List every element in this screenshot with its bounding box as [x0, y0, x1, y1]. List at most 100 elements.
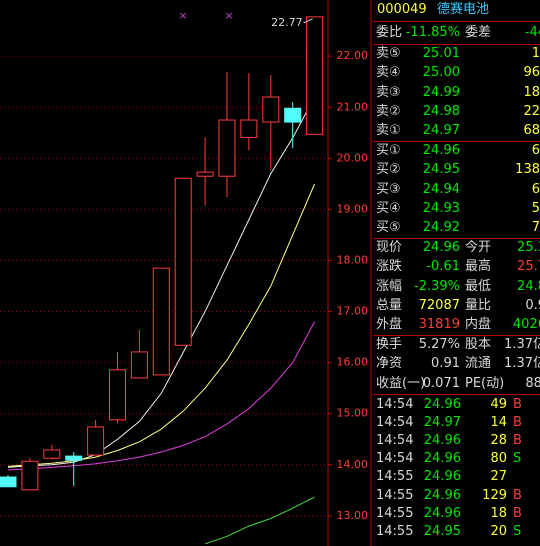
- quote-cell: 委比: [376, 25, 403, 40]
- annotation-pointer: [303, 18, 313, 24]
- quote-cell: 49: [490, 397, 507, 412]
- candle-body: [65, 455, 83, 461]
- quote-cell: 0.91: [431, 356, 460, 372]
- quote-cell: 24.97: [422, 123, 460, 139]
- quote-cell: 4026: [512, 317, 540, 333]
- quote-cell: -11.85%: [405, 25, 460, 40]
- quote-cell: 流通: [465, 356, 492, 372]
- quote-cell: 28: [490, 433, 507, 449]
- quote-cell: 卖⑤: [376, 46, 401, 61]
- quote-cell: -44: [524, 25, 540, 40]
- quote-cell: 内盘: [465, 317, 492, 333]
- quote-cell: 25.01: [422, 46, 460, 61]
- quote-cell: 买④: [376, 200, 401, 216]
- quote-cell: 18: [523, 84, 540, 100]
- ma-line: [204, 496, 315, 545]
- quote-cell: 委差: [465, 25, 492, 40]
- quote-cell: 24.96: [423, 487, 461, 503]
- quote-cell: 96: [523, 65, 540, 81]
- quote-cell: 24.99: [422, 84, 460, 100]
- quote-cell: 24.96: [423, 397, 461, 412]
- candle-body: [0, 476, 17, 488]
- quote-cell: B: [513, 487, 522, 503]
- candle-body: [152, 267, 170, 376]
- quote-cell: S: [513, 523, 522, 539]
- quote-cell: B: [513, 415, 522, 431]
- y-tick-label: 15.00: [337, 407, 369, 420]
- quote-cell: B: [513, 397, 522, 412]
- quote-cell: 14: [490, 415, 507, 431]
- quote-cell: 买③: [376, 181, 401, 197]
- quote-cell: 138: [515, 162, 540, 178]
- quote-cell: 1: [531, 46, 540, 61]
- separator: [373, 44, 540, 45]
- candle-body: [130, 351, 148, 379]
- y-tick-label: 18.00: [337, 253, 369, 266]
- quote-cell: 24.96: [423, 433, 461, 449]
- quote-cell: 14:55: [376, 523, 414, 539]
- quote-cell: 换手: [376, 337, 403, 352]
- quote-cell: 最低: [465, 278, 492, 294]
- quote-cell: PE(动): [465, 375, 505, 391]
- quote-cell: 0.9: [525, 297, 540, 313]
- candle-body: [21, 460, 39, 491]
- candle-body: [109, 369, 126, 421]
- quote-cell: 卖①: [376, 123, 401, 139]
- quote-cell: 卖④: [376, 65, 401, 81]
- candle-body: [196, 171, 214, 177]
- quote-cell: 24.93: [422, 200, 460, 216]
- y-tick-label: 14.00: [337, 458, 369, 471]
- quote-cell: 14:55: [376, 505, 414, 521]
- quote-cell: 收益(一): [376, 375, 426, 391]
- quote-cell: 72087: [418, 297, 460, 313]
- quote-cell: 涨幅: [376, 278, 403, 294]
- quote-cell: 6: [531, 143, 540, 158]
- quote-cell: 14:54: [376, 433, 414, 449]
- y-tick-label: 21.00: [337, 100, 369, 113]
- ma-line: [7, 321, 316, 471]
- quote-cell: 24.98: [422, 103, 460, 119]
- quote-cell: 14:54: [376, 451, 414, 467]
- kline-chart: 13.00 14.00 15.00 16.00 17.00 18.00 19.00 20.00…: [0, 0, 372, 546]
- marker: ×: [224, 9, 233, 22]
- y-tick-label: 19.00: [337, 202, 369, 215]
- y-tick-label: 16.00: [337, 356, 369, 369]
- quote-cell: 现价: [376, 240, 403, 255]
- quote-cell: 25.3: [517, 240, 540, 255]
- quote-cell: S: [513, 451, 522, 467]
- separator: [373, 394, 540, 395]
- quote-cell: 5: [531, 200, 540, 216]
- candle-body: [43, 449, 61, 459]
- quote-cell: 量比: [465, 297, 492, 313]
- quote-cell: 24.92: [422, 220, 460, 236]
- quote-cell: 24.8: [517, 278, 540, 294]
- quote-cell: 24.95: [423, 523, 461, 539]
- quote-cell: 总量: [376, 297, 403, 313]
- quote-cell: 68: [523, 123, 540, 139]
- quote-cell: 24.97: [423, 415, 461, 431]
- separator: [373, 335, 540, 336]
- candle-body: [262, 96, 280, 123]
- quote-cell: 88.: [525, 375, 540, 391]
- y-tick-label: 17.00: [337, 305, 369, 318]
- quote-cell: 24.96: [423, 505, 461, 521]
- quote-cell: 1.37亿: [504, 356, 540, 372]
- quote-cell: 今开: [465, 240, 492, 255]
- quote-cell: 24.96: [423, 469, 461, 485]
- quote-cell: 14:55: [376, 487, 414, 503]
- quote-cell: 卖③: [376, 84, 401, 100]
- quote-cell: 净资: [376, 356, 403, 372]
- quote-cell: 14:54: [376, 415, 414, 431]
- candle-body: [306, 16, 324, 135]
- high-annotation: 22.77: [271, 16, 303, 29]
- quote-cell: 25.00: [422, 65, 460, 81]
- separator: [373, 238, 540, 239]
- marker: ×: [178, 9, 187, 22]
- quote-cell: 24.96: [422, 240, 460, 255]
- quote-cell: 24.95: [422, 162, 460, 178]
- quote-cell: 1.37亿: [504, 337, 540, 352]
- quote-cell: -0.61: [426, 259, 460, 275]
- quote-cell: B: [513, 505, 522, 521]
- stock-name: 德赛电池: [437, 2, 490, 17]
